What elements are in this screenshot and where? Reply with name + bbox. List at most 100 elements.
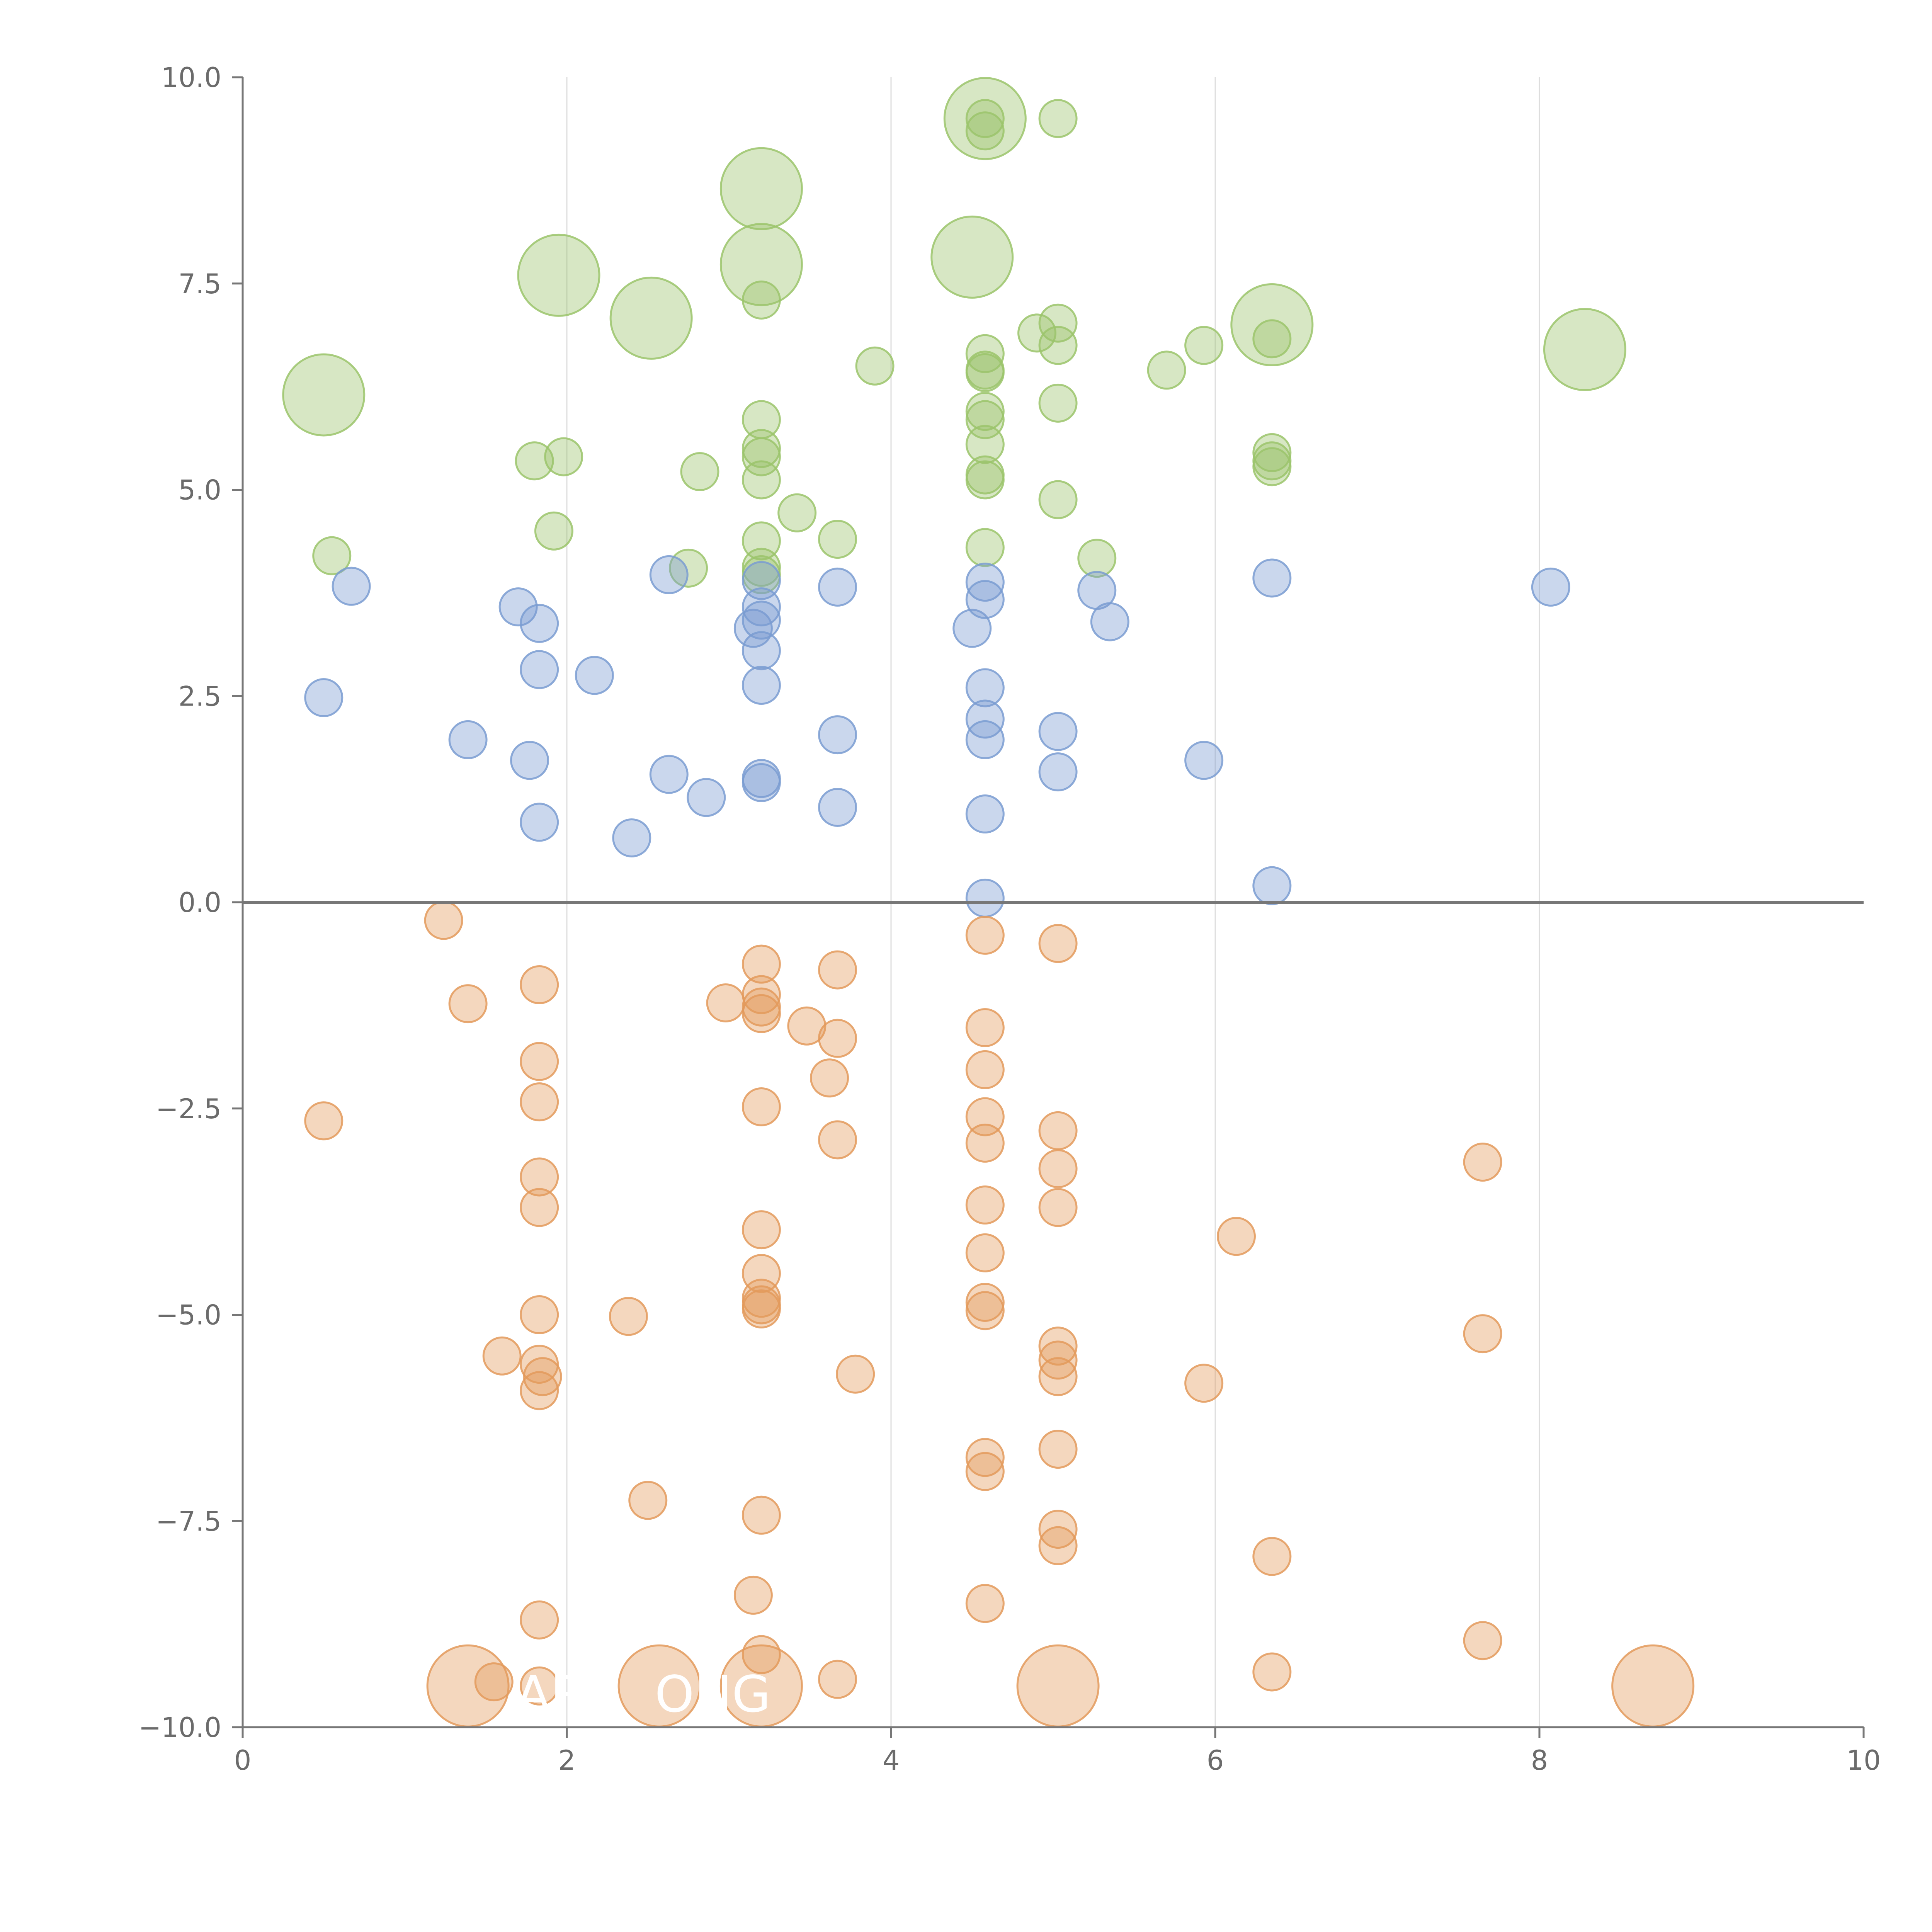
green-point-2 bbox=[515, 441, 554, 481]
orange-point-38 bbox=[810, 1058, 849, 1098]
blue-point-5 bbox=[520, 604, 559, 643]
green-point-46 bbox=[1252, 433, 1292, 472]
green-point-35 bbox=[1017, 313, 1057, 353]
blue-point-30 bbox=[965, 794, 1005, 834]
x-tick-label: 2 bbox=[558, 1745, 576, 1776]
green-point-13 bbox=[742, 429, 781, 468]
blue-point-21 bbox=[818, 567, 857, 607]
orange-point-16 bbox=[520, 1666, 559, 1706]
orange-point-6 bbox=[520, 965, 559, 1004]
blue-point-33 bbox=[1038, 752, 1078, 792]
blue-point-27 bbox=[965, 668, 1005, 707]
orange-point-8 bbox=[520, 1082, 559, 1122]
blue-point-23 bbox=[818, 787, 857, 827]
blue-point-13 bbox=[733, 609, 773, 648]
green-point-37 bbox=[1038, 303, 1078, 343]
x-tick-label: 0 bbox=[234, 1745, 252, 1776]
orange-point-63 bbox=[1038, 1526, 1078, 1565]
green-point-43 bbox=[1184, 326, 1224, 365]
orange-point-7 bbox=[520, 1042, 559, 1081]
green-point-14 bbox=[742, 437, 781, 476]
orange-point-62 bbox=[1038, 1510, 1078, 1549]
orange-point-59 bbox=[1038, 1340, 1078, 1380]
data-points bbox=[282, 77, 1695, 1728]
blue-point-3 bbox=[498, 587, 538, 627]
green-point-0 bbox=[282, 353, 366, 437]
orange-point-2 bbox=[448, 984, 488, 1024]
orange-point-49 bbox=[965, 1282, 1005, 1322]
blue-point-26 bbox=[965, 580, 1005, 619]
orange-point-54 bbox=[1038, 924, 1078, 963]
blue-point-4 bbox=[510, 741, 549, 780]
blue-point-17 bbox=[742, 631, 781, 670]
blue-point-0 bbox=[304, 678, 344, 718]
orange-point-0 bbox=[304, 1101, 344, 1141]
orange-point-31 bbox=[742, 1495, 781, 1535]
blue-point-11 bbox=[649, 755, 689, 794]
blue-point-32 bbox=[1038, 712, 1078, 751]
blue-point-22 bbox=[818, 715, 857, 755]
blue-point-9 bbox=[612, 818, 651, 857]
orange-point-44 bbox=[965, 1050, 1005, 1089]
green-point-23 bbox=[943, 77, 1027, 160]
green-point-19 bbox=[777, 493, 817, 532]
orange-point-39 bbox=[818, 1120, 857, 1160]
blue-point-1 bbox=[332, 566, 371, 606]
orange-point-9 bbox=[520, 1157, 559, 1197]
orange-point-13 bbox=[523, 1357, 562, 1396]
blue-point-2 bbox=[448, 720, 488, 759]
green-point-36 bbox=[1038, 99, 1078, 138]
orange-point-1 bbox=[424, 901, 463, 940]
y-tick-label: 2.5 bbox=[179, 680, 221, 712]
blue-point-35 bbox=[1090, 602, 1129, 641]
orange-point-11 bbox=[520, 1295, 559, 1334]
green-point-33 bbox=[965, 460, 1005, 500]
blue-point-20 bbox=[742, 763, 781, 802]
green-point-44 bbox=[1230, 283, 1314, 366]
orange-point-47 bbox=[965, 1185, 1005, 1225]
green-point-7 bbox=[680, 452, 719, 492]
orange-point-30 bbox=[742, 1289, 781, 1329]
orange-point-20 bbox=[706, 983, 745, 1022]
green-point-49 bbox=[1543, 308, 1626, 391]
blue-point-6 bbox=[520, 650, 559, 689]
blue-point-15 bbox=[742, 587, 781, 627]
orange-point-51 bbox=[965, 1438, 1005, 1477]
blue-point-29 bbox=[965, 720, 1005, 759]
orange-point-64 bbox=[1016, 1644, 1100, 1728]
green-point-41 bbox=[1077, 539, 1117, 578]
blue-point-8 bbox=[575, 656, 614, 695]
orange-point-57 bbox=[1038, 1188, 1078, 1227]
green-point-5 bbox=[534, 511, 573, 551]
blue-point-36 bbox=[1184, 741, 1224, 780]
orange-point-71 bbox=[1463, 1621, 1502, 1660]
y-tick-label: −10.0 bbox=[138, 1712, 221, 1743]
orange-point-32 bbox=[733, 1575, 773, 1615]
orange-point-10 bbox=[520, 1188, 559, 1227]
orange-point-14 bbox=[520, 1371, 559, 1410]
orange-point-26 bbox=[742, 1210, 781, 1250]
orange-point-4 bbox=[474, 1662, 514, 1702]
orange-point-36 bbox=[818, 950, 857, 990]
orange-point-42 bbox=[965, 915, 1005, 955]
bubble-label-1: ONG bbox=[655, 1665, 770, 1724]
orange-point-61 bbox=[1038, 1430, 1078, 1469]
orange-point-17 bbox=[609, 1297, 648, 1336]
orange-point-68 bbox=[1252, 1652, 1292, 1692]
green-point-29 bbox=[965, 392, 1005, 431]
orange-point-56 bbox=[1038, 1149, 1078, 1189]
y-tick-label: 0.0 bbox=[179, 887, 221, 918]
y-tick-label: 7.5 bbox=[179, 268, 221, 300]
blue-point-7 bbox=[520, 803, 559, 842]
green-point-34 bbox=[965, 528, 1005, 567]
orange-point-35 bbox=[787, 1006, 827, 1046]
blue-point-10 bbox=[649, 555, 689, 594]
green-point-6 bbox=[609, 276, 693, 360]
blue-point-24 bbox=[952, 609, 992, 648]
y-tick-label: −7.5 bbox=[156, 1505, 221, 1537]
orange-point-60 bbox=[1038, 1357, 1078, 1396]
y-tick-label: −5.0 bbox=[156, 1299, 221, 1331]
x-tick-label: 6 bbox=[1207, 1745, 1224, 1776]
orange-point-33 bbox=[742, 1635, 781, 1674]
orange-point-58 bbox=[1038, 1327, 1078, 1366]
